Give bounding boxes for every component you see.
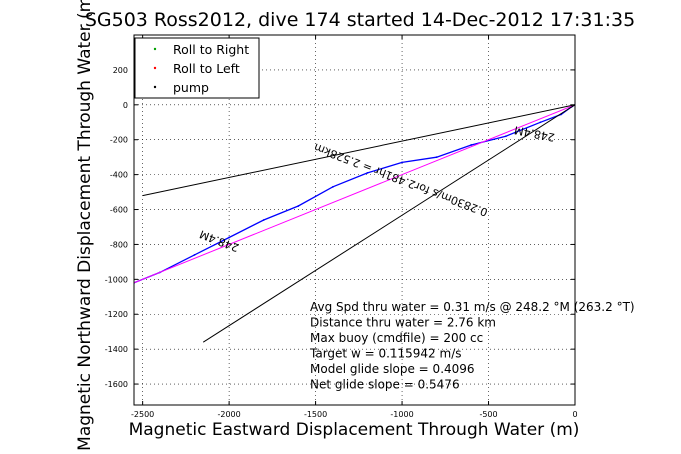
legend-marker bbox=[153, 47, 157, 51]
data-point bbox=[435, 156, 438, 159]
y-tick-label: -200 bbox=[110, 136, 128, 145]
data-point bbox=[228, 236, 231, 239]
stats-line: Target w = 0.115942 m/s bbox=[309, 347, 462, 361]
stats-line: Model glide slope = 0.4096 bbox=[310, 362, 475, 376]
grid bbox=[134, 35, 576, 405]
x-tick-label: 0 bbox=[572, 410, 577, 419]
y-tick-label: -600 bbox=[110, 206, 128, 215]
y-tick-label: -800 bbox=[110, 240, 128, 249]
y-tick-label: -1600 bbox=[105, 380, 128, 389]
x-tick-label: -1500 bbox=[304, 410, 327, 419]
x-tick-label: -2000 bbox=[217, 410, 240, 419]
stats-line: Avg Spd thru water = 0.31 m/s @ 248.2 °M… bbox=[310, 300, 635, 314]
legend-label: Roll to Left bbox=[173, 61, 240, 76]
x-ticks: -2500 -2000 -1500 -1000 -500 0 bbox=[131, 35, 578, 419]
legend-marker bbox=[153, 85, 157, 89]
legend: Roll to Right Roll to Left pump bbox=[134, 37, 260, 99]
y-tick-label: -1200 bbox=[105, 310, 128, 319]
chart-title: SG503 Ross2012, dive 174 started 14-Dec-… bbox=[85, 9, 635, 31]
x-axis-label: Magnetic Eastward Displacement Through W… bbox=[129, 420, 580, 440]
x-tick-label: -2500 bbox=[131, 410, 154, 419]
series-line-track bbox=[134, 104, 575, 284]
data-point bbox=[297, 205, 300, 207]
y-ticks: -1600 -1400 -1200 -1000 -800 -600 -400 -200 0 200 bbox=[105, 66, 575, 389]
legend-label: Roll to Right bbox=[173, 42, 249, 57]
data-point bbox=[193, 254, 196, 256]
data-point bbox=[539, 121, 542, 124]
data-point bbox=[401, 161, 403, 164]
data-point bbox=[262, 219, 265, 221]
series-line-bound bbox=[202, 104, 575, 343]
stats-line: Max buoy (cmdfile) = 200 cc bbox=[310, 331, 483, 345]
plot-area bbox=[134, 103, 575, 343]
series-line-fit bbox=[134, 104, 575, 284]
stats-box: Avg Spd thru water = 0.31 m/s @ 248.2 °M… bbox=[309, 300, 635, 392]
y-tick-label: 0 bbox=[123, 101, 128, 110]
x-tick-label: -500 bbox=[479, 410, 497, 419]
legend-label: pump bbox=[173, 80, 209, 95]
data-point bbox=[504, 135, 507, 138]
y-axis-label: Magnetic Northward Displacement Through … bbox=[75, 0, 95, 451]
y-tick-label: 200 bbox=[113, 66, 128, 75]
series-line-bound bbox=[142, 104, 575, 197]
data-point bbox=[331, 185, 334, 188]
x-tick-label: -1000 bbox=[390, 410, 413, 419]
data-point bbox=[470, 144, 473, 146]
y-tick-label: -400 bbox=[110, 171, 128, 180]
y-tick-label: -1400 bbox=[105, 345, 128, 354]
stats-line: Net glide slope = 0.5476 bbox=[310, 378, 460, 392]
data-point bbox=[366, 171, 369, 174]
y-tick-label: -1000 bbox=[105, 275, 128, 284]
axes-frame bbox=[133, 34, 576, 406]
stats-line: Distance thru water = 2.76 km bbox=[310, 316, 496, 330]
legend-marker bbox=[153, 66, 157, 70]
